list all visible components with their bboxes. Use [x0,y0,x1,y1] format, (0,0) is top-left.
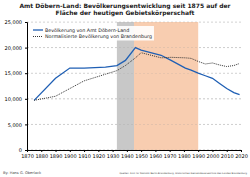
x-tick: 1900 [64,150,77,159]
y-tick: 25,000 [5,19,28,25]
marks [27,22,241,150]
x-tick: 1880 [35,150,48,159]
x-tick-label: 1930 [107,153,120,159]
grid-line [27,98,241,99]
x-tick: 1970 [164,150,177,159]
x-tick-mark [212,150,213,152]
y-tick: 20,000 [5,45,28,51]
y-tick-mark [25,22,27,23]
x-tick-label: 1990 [192,153,205,159]
legend-swatch [33,36,43,37]
y-tick-mark [25,124,27,125]
x-tick-mark [113,150,114,152]
x-tick-mark [56,150,57,152]
x-tick: 1870 [21,150,34,159]
x-tick-mark [70,150,71,152]
x-tick-label: 2010 [221,153,234,159]
x-axis-line [28,151,242,153]
y-tick-mark [25,48,27,49]
footer-text: Quellen: Amt für Statistik Berlin-Brande… [119,172,247,175]
y-tick: 15,000 [5,70,28,76]
grid-line [27,22,241,23]
y-tick-label: 15,000 [5,70,23,76]
chart: Amt Döbern-Land: Bevölkerungsentwicklung… [0,0,250,177]
x-tick: 1940 [121,150,134,159]
x-tick: 1930 [107,150,120,159]
x-tick-label: 1890 [50,153,63,159]
y-tick-label: 20,000 [5,45,23,51]
y-tick: 10,000 [5,96,28,102]
x-tick: 2010 [221,150,234,159]
x-axis: 1870188018901900191019201930194019501960… [21,150,248,159]
x-tick-mark [84,150,85,152]
legend-label: Bevölkerung von Amt Döbern-Land [45,28,129,33]
x-tick: 2020 [235,150,248,159]
x-tick-label: 2000 [207,153,220,159]
x-tick-mark [198,150,199,152]
x-tick: 1910 [78,150,91,159]
y-tick: 5,000 [8,122,27,128]
x-tick-mark [241,150,242,152]
y-tick-mark [25,150,27,151]
x-tick-label: 1920 [92,153,105,159]
legend: Bevölkerung von Amt Döbern-LandNormalisi… [31,26,154,41]
y-axis-line [25,23,28,151]
y-tick-label: 25,000 [5,19,23,25]
footer-text: By: Hans G. Oberlack [3,171,42,175]
x-tick-mark [141,150,142,152]
x-tick-mark [170,150,171,152]
x-tick-label: 1910 [78,153,91,159]
y-tick-label: 10,000 [5,96,23,102]
y-tick-mark [25,99,27,100]
shaded-period [117,22,134,150]
x-tick-label: 1870 [21,153,34,159]
y-tick-mark [25,73,27,74]
y-tick-label: 5,000 [8,122,22,128]
plot: 1870188018901900191019201930194019501960… [5,19,248,159]
x-tick: 1950 [135,150,148,159]
x-tick-mark [184,150,185,152]
x-tick-label: 1970 [164,153,177,159]
x-tick-label: 1950 [135,153,148,159]
grid-line [27,73,241,74]
legend-background [31,26,154,41]
y-tick-label: 0 [19,147,22,153]
x-tick-label: 1960 [150,153,163,159]
y-axis: 0 5,000 10,000 15,000 20,000 25,000 [5,19,28,153]
grid-line [27,150,241,151]
x-tick-mark [155,150,156,152]
x-tick: 2000 [207,150,220,159]
x-tick: 1960 [150,150,163,159]
title: Amt Döbern-Land: Bevölkerungsentwicklung… [19,2,230,17]
x-tick-label: 1940 [121,153,134,159]
series-line [34,53,239,101]
x-tick: 1990 [192,150,205,159]
grid-line [27,47,241,48]
shaded-period [134,22,198,150]
x-tick-label: 1880 [35,153,48,159]
x-tick-label: 1900 [64,153,77,159]
x-tick: 1890 [50,150,63,159]
legend-swatch [33,29,43,30]
x-tick-mark [41,150,42,152]
y-tick: 0 [19,147,27,153]
x-tick: 1980 [178,150,191,159]
x-tick-label: 1980 [178,153,191,159]
grid-line [27,124,241,125]
legend-label: Normalisierte Bevölkerung von Brandenbur… [45,34,152,39]
x-tick-label: 2020 [235,153,248,159]
x-tick-mark [227,150,228,152]
x-tick-mark [98,150,99,152]
x-tick-mark [127,150,128,152]
series-line [34,48,239,101]
x-tick: 1920 [92,150,105,159]
